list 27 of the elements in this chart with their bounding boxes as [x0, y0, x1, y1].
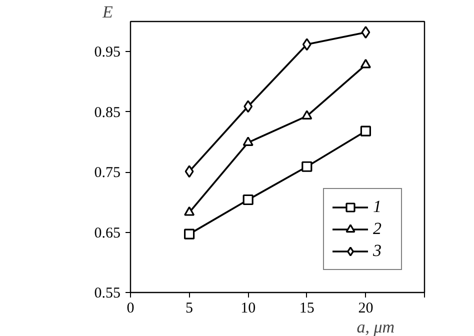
y-tick-label: 0.85 [94, 104, 120, 121]
legend-label: 3 [373, 241, 382, 261]
point [360, 58, 371, 68]
x-tick-label: 0 [126, 300, 134, 316]
legend-label: 1 [373, 197, 382, 217]
x-tick-label: 20 [358, 300, 374, 316]
point [361, 26, 370, 39]
x-tick-label: 15 [299, 300, 314, 316]
point [302, 38, 312, 51]
point [302, 110, 312, 120]
point [244, 100, 253, 113]
x-tick-label: 5 [186, 300, 194, 316]
point [302, 161, 312, 172]
y-tick-label: 0.95 [94, 44, 120, 61]
point [184, 228, 195, 240]
x-axis-title: a, μm [356, 318, 394, 336]
y-tick-label: 0.65 [94, 225, 120, 242]
point [242, 136, 254, 146]
point [184, 206, 195, 216]
y-axis-title: E [102, 2, 114, 22]
y-tick-label: 0.75 [94, 165, 120, 182]
point [184, 165, 194, 178]
y-tick-label: 0.55 [94, 286, 120, 302]
point [242, 194, 254, 206]
legend-label: 2 [373, 219, 382, 239]
x-tick-label: 10 [240, 300, 256, 316]
point [360, 126, 371, 136]
